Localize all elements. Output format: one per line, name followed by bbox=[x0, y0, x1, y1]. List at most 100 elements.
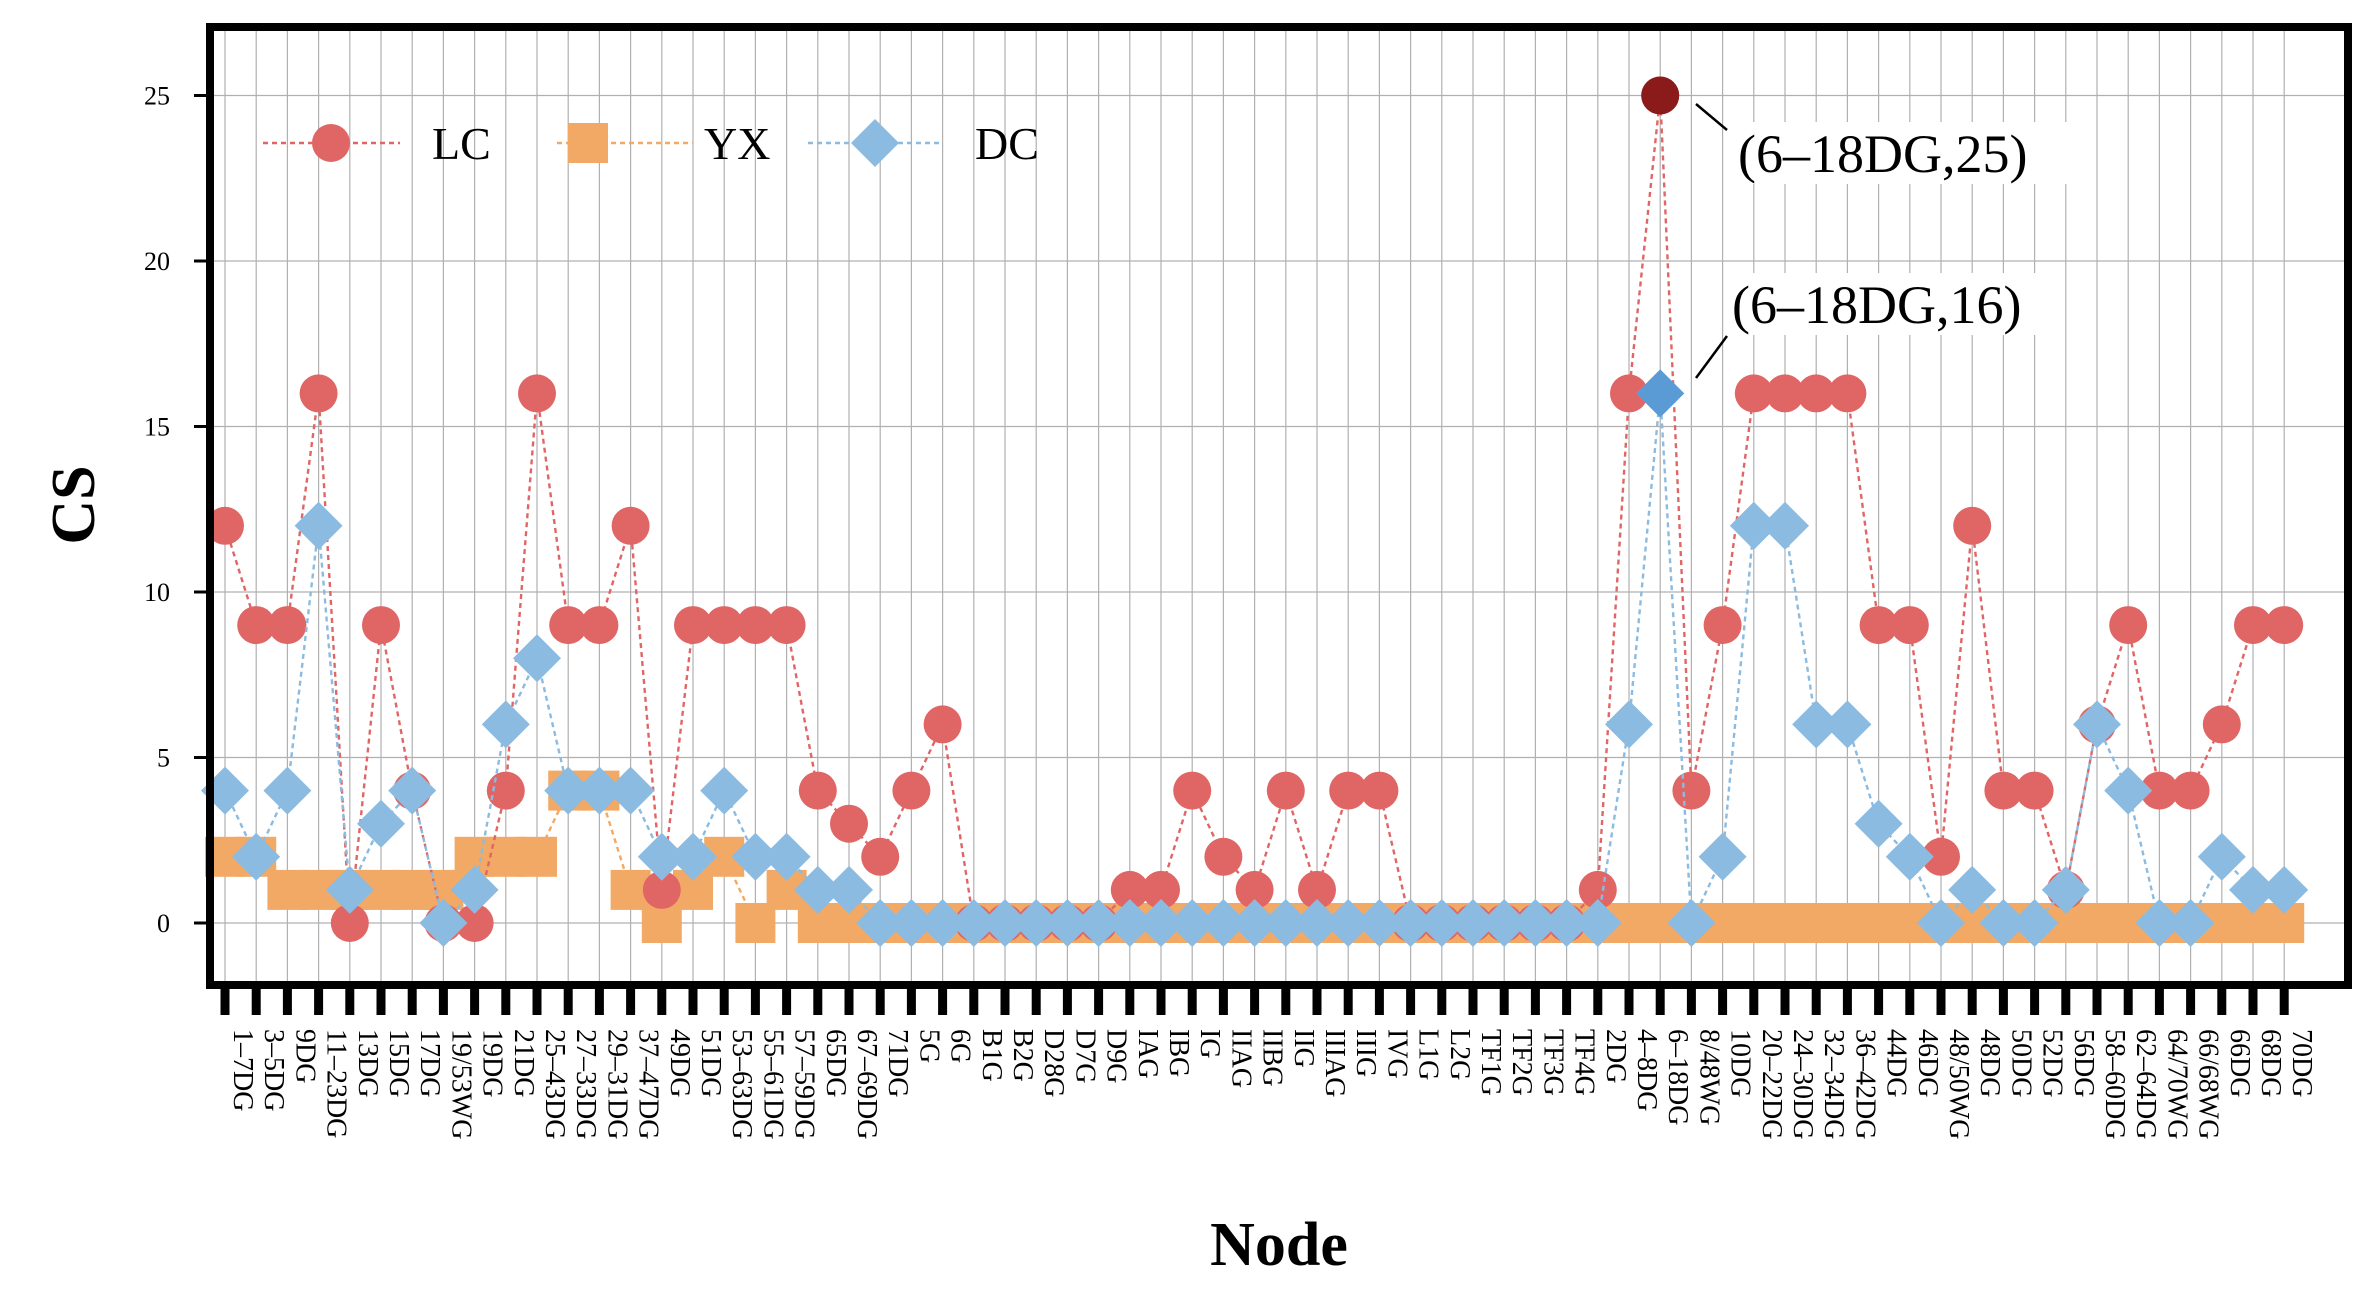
x-tick-label: IIIAG bbox=[1319, 1029, 1350, 1097]
data-point-lc bbox=[830, 804, 868, 843]
x-tick-label: 66/68WG bbox=[2193, 1029, 2224, 1139]
x-tick-label: 25–43DG bbox=[539, 1029, 570, 1139]
legend-marker bbox=[312, 124, 350, 162]
data-point-lc bbox=[767, 606, 806, 645]
data-point-lc bbox=[1142, 870, 1180, 909]
x-tick-label: 11–23DG bbox=[321, 1029, 352, 1138]
x-tick-label: 65DG bbox=[820, 1029, 851, 1097]
x-tick-label: 71DG bbox=[882, 1029, 913, 1097]
x-tick-label: 58–60DG bbox=[2099, 1029, 2130, 1139]
data-point-lc bbox=[736, 606, 775, 645]
y-tick-label: 20 bbox=[144, 247, 170, 276]
x-tick-label: TF3G bbox=[1537, 1029, 1568, 1096]
data-point-dc bbox=[513, 634, 561, 683]
data-point-dc bbox=[1854, 799, 1903, 848]
legend-item-yx: YX bbox=[557, 118, 770, 169]
x-axis: 1–7DG 3–5DG 9DG 11–23DG 13DG 15DG 17DG 19/53WG 1… bbox=[220, 985, 2317, 1139]
x-tick-label: 3–5DG bbox=[258, 1029, 289, 1111]
data-point-dc bbox=[1573, 899, 1622, 947]
data-point-lc bbox=[1266, 771, 1305, 810]
x-tick-label: IAG bbox=[1132, 1029, 1163, 1079]
data-point-dc bbox=[762, 832, 811, 881]
data-point-dc bbox=[1948, 865, 1997, 914]
data-point-lc bbox=[1204, 837, 1243, 876]
data-point-dc bbox=[294, 501, 343, 550]
data-point-lc bbox=[1578, 870, 1617, 909]
x-tick-label: 57–59DG bbox=[789, 1029, 820, 1139]
data-point-dc bbox=[2166, 899, 2215, 947]
x-tick-label: 66DG bbox=[2224, 1029, 2255, 1097]
data-point-lc bbox=[892, 771, 931, 810]
y-tick-label: 25 bbox=[144, 82, 170, 111]
annotation-label: (6–18DG,16) bbox=[1732, 275, 2021, 335]
x-tick-label: 46DG bbox=[1912, 1029, 1943, 1097]
data-point-dc bbox=[825, 865, 873, 914]
highlight-point bbox=[1641, 76, 1680, 115]
legend-marker bbox=[851, 119, 899, 167]
data-point-lc bbox=[580, 606, 619, 645]
x-tick-label: 2DG bbox=[1600, 1029, 1631, 1083]
data-point-dc bbox=[419, 899, 468, 947]
data-point-dc bbox=[949, 899, 998, 947]
data-point-lc bbox=[1298, 870, 1336, 909]
data-point-dc bbox=[1043, 899, 1092, 947]
data-point-dc bbox=[793, 865, 842, 914]
data-point-dc bbox=[2104, 766, 2153, 815]
x-tick-label: TF1G bbox=[1475, 1029, 1506, 1096]
data-point-dc bbox=[1137, 899, 1185, 947]
data-point-dc bbox=[1355, 899, 1404, 947]
data-point-dc bbox=[1792, 700, 1841, 749]
data-point-dc bbox=[1230, 899, 1279, 947]
x-tick-label: TF4G bbox=[1569, 1029, 1600, 1096]
data-point-dc bbox=[2197, 832, 2246, 881]
x-tick-label: 20–22DG bbox=[1756, 1029, 1787, 1139]
x-tick-label: 36–42DG bbox=[1849, 1029, 1880, 1139]
data-point-lc bbox=[2015, 771, 2054, 810]
data-point-dc bbox=[856, 899, 905, 947]
data-point-dc bbox=[731, 832, 780, 881]
y-tick-label: 0 bbox=[157, 909, 170, 938]
x-tick-label: 68DG bbox=[2255, 1029, 2286, 1097]
x-tick-label: 50DG bbox=[2005, 1029, 2036, 1097]
data-point-dc bbox=[1324, 899, 1373, 947]
y-tick-label: 10 bbox=[144, 578, 170, 607]
data-point-dc bbox=[544, 766, 593, 815]
x-tick-label: IIBG bbox=[1257, 1029, 1288, 1087]
data-point-dc bbox=[575, 766, 624, 815]
y-axis-title: CS bbox=[40, 465, 108, 544]
data-point-dc bbox=[1480, 899, 1529, 947]
x-tick-label: 6G bbox=[945, 1029, 976, 1063]
x-tick-label: 5G bbox=[913, 1029, 944, 1063]
data-point-dc bbox=[606, 766, 655, 815]
x-tick-label: B2G bbox=[1007, 1029, 1038, 1082]
x-tick-label: D9G bbox=[1101, 1029, 1132, 1083]
legend-marker bbox=[568, 123, 608, 163]
legend-item-lc: LC bbox=[263, 118, 491, 169]
series-dc bbox=[201, 369, 2309, 947]
data-point-lc bbox=[2265, 606, 2304, 645]
data-point-dc bbox=[481, 700, 530, 749]
x-tick-label: 29–31DG bbox=[601, 1029, 632, 1139]
data-point-dc bbox=[1729, 501, 1778, 550]
data-point-dc bbox=[263, 766, 312, 815]
data-point-lc bbox=[268, 606, 307, 645]
x-tick-label: IIIG bbox=[1350, 1029, 1381, 1077]
data-point-dc bbox=[1012, 899, 1061, 947]
x-tick-label: IBG bbox=[1163, 1029, 1194, 1077]
data-point-dc bbox=[1417, 899, 1466, 947]
data-point-lc bbox=[1703, 606, 1742, 645]
x-tick-label: 32–34DG bbox=[1818, 1029, 1849, 1139]
data-point-dc bbox=[2260, 865, 2309, 914]
x-tick-label: IVG bbox=[1381, 1029, 1412, 1079]
x-tick-label: 21DG bbox=[508, 1029, 539, 1097]
data-point-dc bbox=[918, 899, 967, 947]
data-point-dc bbox=[2229, 865, 2277, 914]
x-tick-label: B1G bbox=[976, 1029, 1007, 1082]
data-point-dc bbox=[232, 832, 281, 881]
data-point-dc bbox=[1698, 832, 1747, 881]
x-tick-label: 51DG bbox=[695, 1029, 726, 1097]
data-point-yx bbox=[517, 836, 557, 877]
legend-label: DC bbox=[975, 118, 1039, 169]
data-point-dc bbox=[1605, 700, 1653, 749]
data-point-dc bbox=[2073, 700, 2121, 749]
